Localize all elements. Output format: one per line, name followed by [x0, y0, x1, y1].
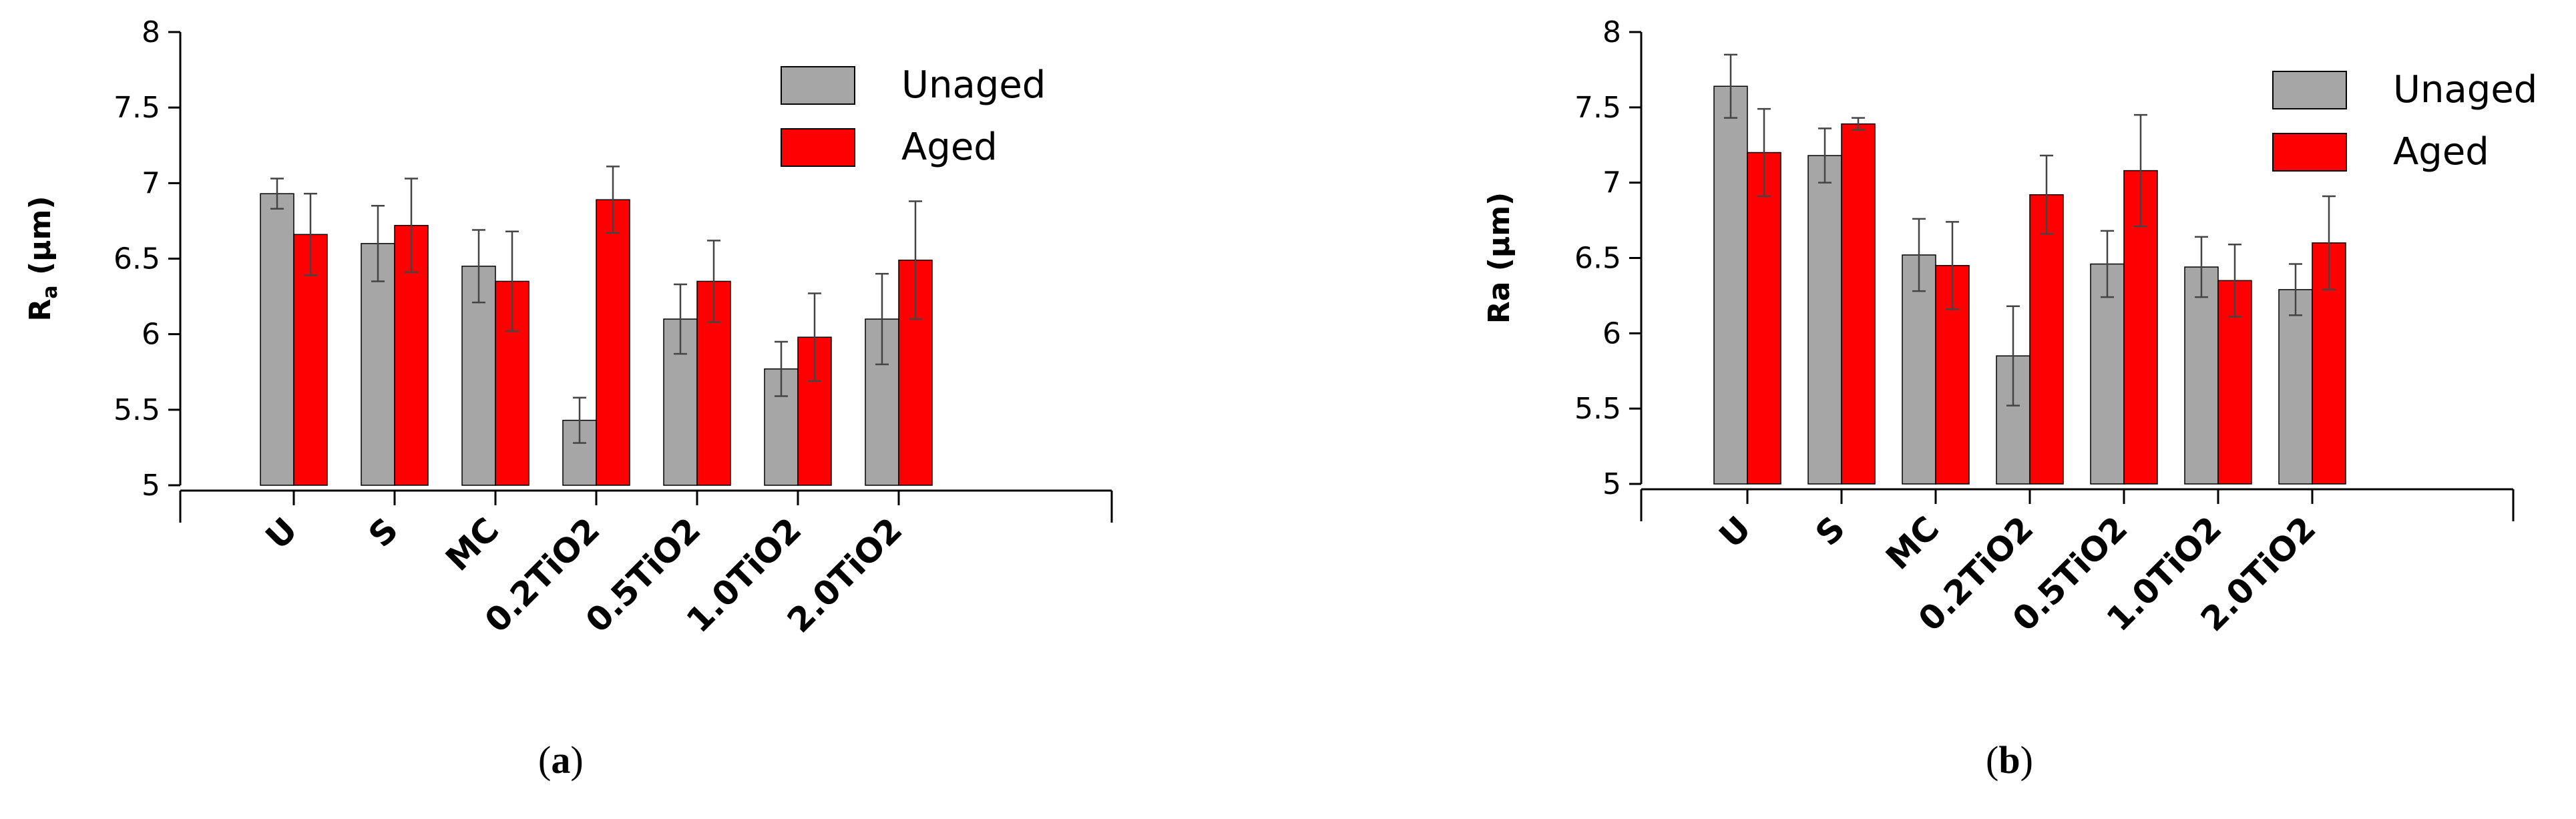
chartb-y-tick-label: 6 — [1602, 316, 1621, 350]
chartb-bar-aged — [1841, 123, 1876, 485]
chartb-legend-swatch-aged — [2272, 133, 2347, 172]
caption-b: (b) — [1986, 738, 2033, 782]
chartb-bar-unaged — [2090, 263, 2125, 485]
chartb-y-tick-label: 8 — [1602, 15, 1621, 49]
charta-y-tick-label: 7 — [142, 166, 160, 200]
chartb-y-tick-label: 5 — [1602, 467, 1621, 501]
chartb-bar-unaged — [1902, 254, 1936, 485]
chartb-y-tick-label: 6.5 — [1574, 242, 1621, 276]
charta-bar-unaged — [260, 193, 294, 486]
charta-legend-label-aged: Aged — [901, 125, 998, 169]
chartb-bar-unaged — [1807, 155, 1842, 485]
charta-legend-swatch-aged — [781, 128, 855, 167]
chart-panel-a: 5 5.5 6 6.5 7 7.5 8 Ra (µm) U S MC 0.2TiO2 0.5TiO2 1.… — [23, 15, 1113, 782]
chartb-category-label: S — [1808, 509, 1852, 553]
charta-bar-aged — [596, 199, 630, 486]
charta-y-tick-label: 6.5 — [114, 242, 160, 276]
charta-bar-aged — [293, 234, 328, 486]
chartb-y-tick-label: 7 — [1602, 166, 1621, 200]
charta-y-tick-label: 5 — [142, 469, 160, 503]
chartb-bar-aged — [1747, 152, 1781, 485]
charta-y-tick-label: 6 — [142, 318, 160, 352]
chartb-bar-unaged — [1713, 85, 1748, 485]
charta-y-axis-label: Ra (µm) — [23, 196, 62, 322]
charta-bar-unaged — [361, 243, 395, 486]
chartb-category-label: MC — [1878, 509, 1946, 577]
chartb-legend-label-aged: Aged — [2393, 130, 2489, 174]
chartb-bar-aged — [2029, 194, 2064, 485]
charta-category-label: S — [361, 510, 405, 554]
chartb-bar-unaged — [2184, 266, 2219, 485]
charta-y-tick-label: 8 — [142, 15, 160, 49]
chartb-category-label: U — [1712, 509, 1759, 555]
charta-legend-label-unaged: Unaged — [901, 63, 1046, 107]
chartb-y-tick-label: 5.5 — [1574, 392, 1621, 426]
caption-a: (a) — [538, 738, 584, 782]
charta-category-label: U — [258, 510, 305, 557]
chartb-y-tick-label: 7.5 — [1574, 91, 1621, 125]
charta-y-tick-label: 5.5 — [114, 393, 160, 427]
chartb-legend-swatch-unaged — [2272, 71, 2347, 109]
chartb-bar-aged — [2217, 280, 2252, 485]
chart-panel-b: 5 5.5 6 6.5 7 7.5 8 Ra (µm) U S MC 0.2TiO2 0.5TiO2 1.… — [1288, 0, 2576, 819]
charta-category-label: MC — [438, 510, 506, 578]
chartb-bar-unaged — [2278, 289, 2313, 485]
chartb-y-axis-label: Ra (µm) — [1482, 192, 1516, 324]
chartb-legend-label-unaged: Unaged — [2393, 68, 2537, 111]
charta-y-tick-label: 7.5 — [114, 91, 160, 125]
charta-legend-swatch-unaged — [781, 66, 855, 105]
